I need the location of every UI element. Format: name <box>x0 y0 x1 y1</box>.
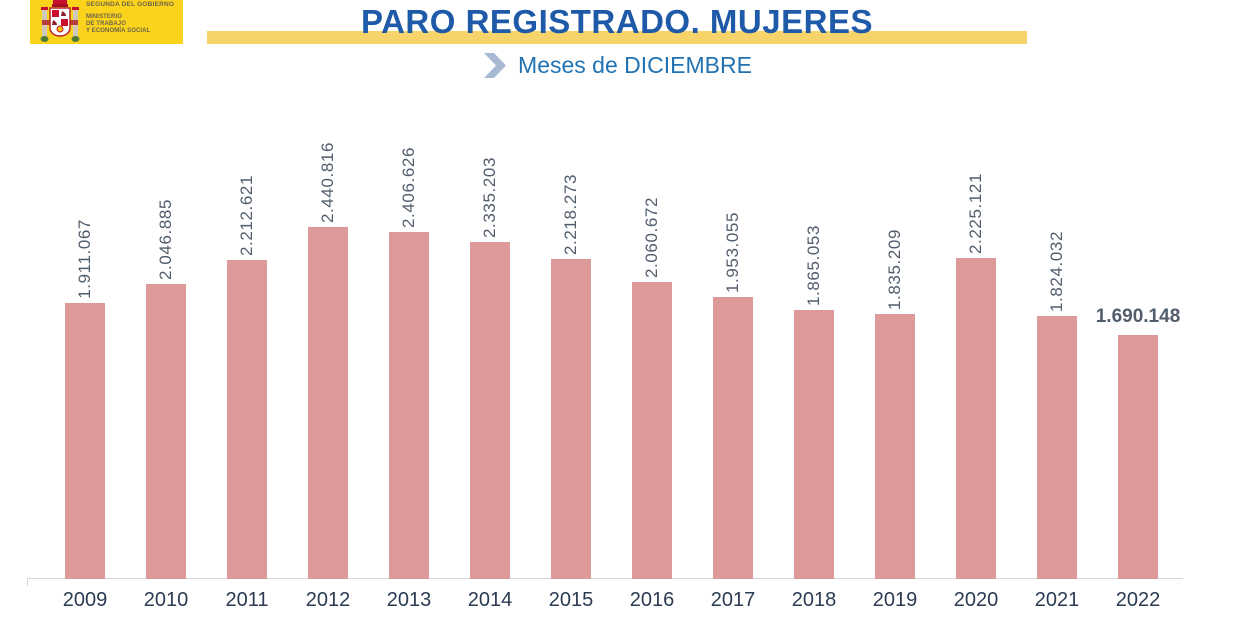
year-label-2015: 2015 <box>548 589 594 611</box>
title-underline-band <box>207 31 1027 44</box>
bar-2012 <box>308 227 348 579</box>
value-label-2022: 1.690.148 <box>1095 306 1181 327</box>
logo-line-gobierno: SEGUNDA DEL GOBIERNO <box>86 1 175 8</box>
value-label-2012: 2.440.816 <box>318 141 337 223</box>
x-axis-line <box>27 578 1183 579</box>
bar-2019 <box>875 314 915 579</box>
logo-line-ministerio: MINISTERIO <box>86 14 123 20</box>
x-axis-tick <box>27 578 28 586</box>
bar-2020 <box>956 258 996 579</box>
year-label-2013: 2013 <box>386 589 432 611</box>
bar-2016 <box>632 282 672 579</box>
year-label-2009: 2009 <box>62 589 108 611</box>
value-label-2013: 2.406.626 <box>399 146 418 228</box>
bar-2013 <box>389 232 429 579</box>
value-label-2021: 1.824.032 <box>1047 230 1066 312</box>
value-label-2010: 2.046.885 <box>156 198 175 280</box>
year-label-2020: 2020 <box>953 589 999 611</box>
logo-text: SEGUNDA DEL GOBIERNO MINISTERIO DE TRABA… <box>86 1 174 35</box>
bar-2015 <box>551 259 591 579</box>
year-label-2011: 2011 <box>225 589 269 611</box>
value-label-2011: 2.212.621 <box>237 174 256 256</box>
year-label-2019: 2019 <box>872 589 918 611</box>
bar-2009 <box>65 303 105 579</box>
value-label-2009: 1.911.067 <box>75 219 94 299</box>
bar-2022 <box>1118 335 1158 579</box>
bar-2017 <box>713 297 753 579</box>
logo-line-de-trabajo: DE TRABAJO <box>86 21 127 27</box>
bar-2021 <box>1037 316 1077 579</box>
bar-2018 <box>794 310 834 579</box>
value-label-2019: 1.835.209 <box>885 228 904 310</box>
bar-2011 <box>227 260 267 579</box>
chart-subtitle: Meses de DICIEMBRE <box>518 51 752 78</box>
spain-coat-of-arms-icon <box>40 0 80 42</box>
logo-line-economia-social: Y ECONOMÍA SOCIAL <box>86 28 151 34</box>
year-label-2012: 2012 <box>305 589 351 611</box>
bar-2014 <box>470 242 510 579</box>
year-label-2016: 2016 <box>629 589 675 611</box>
bar-2010 <box>146 284 186 579</box>
chevron-right-icon <box>484 52 507 78</box>
value-label-2015: 2.218.273 <box>561 173 580 255</box>
value-label-2020: 2.225.121 <box>966 172 985 254</box>
value-label-2014: 2.335.203 <box>480 156 499 238</box>
year-label-2021: 2021 <box>1034 589 1080 611</box>
year-label-2014: 2014 <box>467 589 513 611</box>
value-label-2017: 1.953.055 <box>723 211 742 293</box>
year-label-2022: 2022 <box>1115 589 1161 611</box>
page-title: PARO REGISTRADO. MUJERES <box>361 3 873 40</box>
value-label-2018: 1.865.053 <box>804 224 823 306</box>
year-label-2018: 2018 <box>791 589 837 611</box>
gobierno-de-espana-logo: SEGUNDA DEL GOBIERNO MINISTERIO DE TRABA… <box>30 0 183 44</box>
year-label-2017: 2017 <box>710 589 756 611</box>
value-label-2016: 2.060.672 <box>642 196 661 278</box>
year-label-2010: 2010 <box>143 589 189 611</box>
subtitle-row: Meses de DICIEMBRE <box>207 50 1027 80</box>
